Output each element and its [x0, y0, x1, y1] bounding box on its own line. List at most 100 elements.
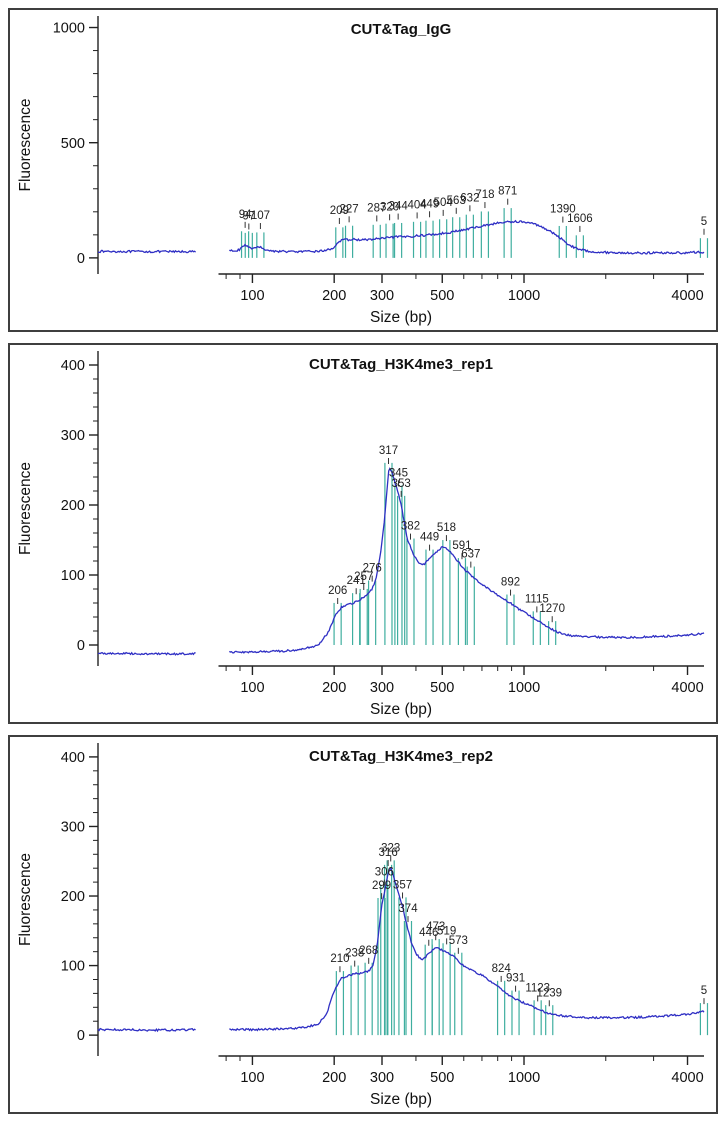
y-tick-label: 300 [61, 428, 85, 444]
y-axis-label: Fluorescence [17, 98, 34, 191]
peak-size-label: 241 [347, 575, 366, 587]
x-tick-label: 1000 [508, 288, 540, 304]
peak-size-label: 374 [398, 903, 418, 915]
peak-size-label: 299 [372, 880, 391, 892]
y-tick-label: 300 [61, 820, 85, 836]
peak-size-label: 573 [449, 935, 468, 947]
chart-title: CUT&Tag_IgG [351, 21, 452, 38]
peak-size-label: 449 [420, 198, 439, 210]
x-tick-label: 500 [430, 288, 454, 304]
peak-gates [333, 462, 557, 645]
peak-size-label: 632 [460, 192, 479, 204]
y-tick-label: 0 [77, 638, 85, 654]
x-tick-label: 100 [240, 288, 264, 304]
peak-size-label: 824 [492, 963, 512, 975]
x-tick-label: 4000 [671, 288, 703, 304]
peak-size-label: 504 [434, 197, 454, 209]
y-tick-label: 100 [61, 959, 85, 975]
y-tick-label: 400 [61, 750, 85, 766]
peak-size-label: 1123 [525, 982, 550, 994]
igg-electropherogram: CUT&Tag_IgG 0 500 1000 100 200 300 500 1000 4000 S… [17, 16, 709, 326]
peak-size-label: 5 [701, 216, 707, 228]
peak-size-label: 276 [363, 563, 382, 575]
peak-size-label: 206 [328, 585, 347, 597]
peak-size-label: 892 [501, 577, 520, 589]
peak-size-label: 344 [389, 201, 409, 213]
x-tick-label: 100 [240, 1070, 264, 1086]
peak-size-label: 637 [461, 549, 480, 561]
fluorescence-trace [97, 866, 705, 1033]
electropherogram-report: CUT&Tag_IgG 0 500 1000 100 200 300 500 1000 4000 S… [8, 8, 718, 1114]
chart-panel-igg: CUT&Tag_IgG 0 500 1000 100 200 300 500 1000 4000 S… [8, 8, 718, 332]
peak-size-label: 1239 [536, 987, 562, 999]
chart-panel-h3k4me3-rep2: CUT&Tag_H3K4me3_rep2 0 100 200 300 400 100 200 3… [8, 735, 718, 1114]
x-tick-label: 1000 [508, 680, 540, 696]
peak-size-label: 1270 [539, 603, 565, 615]
peak-size-label: 473 [426, 921, 445, 933]
chart-title: CUT&Tag_H3K4me3_rep2 [309, 748, 493, 765]
peak-size-label: 317 [379, 445, 398, 457]
x-tick-label: 1000 [508, 1070, 540, 1086]
x-tick-label: 100 [240, 680, 264, 696]
x-tick-label: 4000 [671, 680, 703, 696]
peak-size-label: 446 [419, 927, 438, 939]
x-axis-label: Size (bp) [370, 309, 432, 326]
peak-size-label: 306 [375, 867, 394, 879]
peak-size-label: 210 [330, 953, 349, 965]
y-tick-label: 400 [61, 358, 85, 374]
peak-size-label: 320 [380, 201, 399, 213]
peak-size-label: 519 [437, 925, 456, 937]
peak-size-label: 718 [475, 189, 494, 201]
peak-size-label: 209 [330, 205, 349, 217]
peak-size-label: 1390 [550, 204, 576, 216]
peak-size-label: 107 [251, 210, 270, 222]
y-axis-label: Fluorescence [17, 462, 34, 555]
h3k4me3-rep1-electropherogram: CUT&Tag_H3K4me3_rep1 0 100 200 300 400 100 200 3… [17, 351, 705, 718]
peak-size-label: 316 [379, 847, 398, 859]
peak-size-label: 563 [447, 195, 466, 207]
x-axis-label: Size (bp) [370, 1091, 432, 1108]
peak-size-label: 353 [392, 478, 411, 490]
peak-size-label: 257 [354, 571, 373, 583]
peak-size-label: 449 [420, 532, 439, 544]
chart-panel-h3k4me3-rep1: CUT&Tag_H3K4me3_rep1 0 100 200 300 400 100 200 3… [8, 343, 718, 724]
peak-size-label: 871 [498, 186, 517, 198]
peak-gates [240, 208, 709, 258]
y-axis-label: Fluorescence [17, 853, 34, 946]
h3k4me3-rep2-electropherogram: CUT&Tag_H3K4me3_rep2 0 100 200 300 400 100 200 3… [17, 743, 709, 1108]
peak-gates [335, 860, 709, 1036]
peak-size-label: 931 [506, 973, 525, 985]
y-tick-label: 500 [61, 136, 85, 152]
peak-size-label: 345 [389, 467, 408, 479]
x-tick-label: 200 [322, 288, 346, 304]
x-axis-label: Size (bp) [370, 701, 432, 718]
x-tick-label: 4000 [671, 1070, 703, 1086]
y-tick-label: 200 [61, 889, 85, 905]
x-tick-label: 300 [370, 680, 394, 696]
peak-size-label: 97 [242, 210, 255, 222]
x-tick-label: 500 [430, 680, 454, 696]
x-tick-label: 200 [322, 1070, 346, 1086]
peak-size-label: 227 [340, 203, 359, 215]
x-tick-label: 500 [430, 1070, 454, 1086]
y-tick-label: 0 [77, 1028, 85, 1044]
peak-size-label: 287 [367, 202, 386, 214]
peak-size-label: 1115 [525, 593, 549, 605]
peak-size-label: 323 [381, 842, 400, 854]
peak-size-label: 5 [701, 985, 707, 997]
y-tick-label: 100 [61, 568, 85, 584]
peak-size-label: 268 [359, 945, 378, 957]
peak-size-label: 591 [452, 540, 471, 552]
x-tick-label: 300 [370, 288, 394, 304]
y-tick-label: 200 [61, 498, 85, 514]
x-tick-label: 200 [322, 680, 346, 696]
peak-size-label: 1606 [567, 213, 593, 225]
peak-size-label: 382 [401, 521, 420, 533]
chart-title: CUT&Tag_H3K4me3_rep1 [309, 356, 493, 373]
peak-size-label: 238 [345, 948, 364, 960]
peak-size-label: 94 [239, 209, 252, 221]
y-tick-label: 1000 [53, 21, 85, 37]
